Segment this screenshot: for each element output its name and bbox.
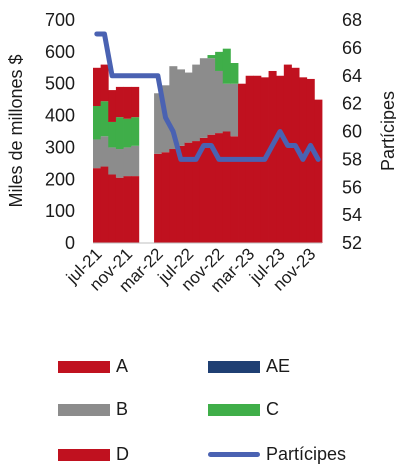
bar-a-jul-21 bbox=[93, 168, 102, 243]
legend-label-d: D bbox=[116, 444, 129, 464]
bar-b-jun-22 bbox=[176, 69, 185, 146]
bar-b-ene-23 bbox=[230, 83, 239, 137]
y-right-tick-label: 68 bbox=[342, 10, 362, 30]
y-left-tick-label: 0 bbox=[65, 233, 75, 253]
bar-a-dic-22 bbox=[222, 131, 231, 243]
bar-b-sep-21 bbox=[108, 147, 117, 175]
bar-b-dic-22 bbox=[222, 83, 231, 132]
bar-b-oct-22 bbox=[207, 58, 216, 135]
bar-d-nov-21 bbox=[123, 86, 132, 119]
legend-item-a: A bbox=[58, 356, 128, 377]
legend-item-participes: Partícipes bbox=[208, 444, 346, 465]
bar-a-ago-23 bbox=[283, 64, 292, 243]
legend-swatch-d bbox=[58, 448, 110, 461]
bar-a-ago-21 bbox=[100, 166, 109, 243]
bar-a-abr-22 bbox=[161, 152, 170, 243]
bar-d-oct-21 bbox=[115, 86, 124, 118]
bar-b-nov-22 bbox=[215, 70, 224, 134]
y-left-axis-title: Miles de millones $ bbox=[6, 54, 26, 207]
participes-line bbox=[94, 31, 321, 162]
legend-swatch-b bbox=[58, 403, 110, 416]
y-right-tick-label: 56 bbox=[342, 177, 362, 197]
y-right-tick-label: 64 bbox=[342, 66, 362, 86]
legend-item-ae: AE bbox=[208, 356, 290, 377]
legend-label-a: A bbox=[116, 356, 129, 376]
y-left-tick-label: 400 bbox=[45, 106, 75, 126]
bar-a-jun-23 bbox=[268, 70, 277, 243]
bar-b-dic-21 bbox=[131, 145, 140, 177]
y-left-tick-label: 200 bbox=[45, 169, 75, 189]
bar-b-jul-21 bbox=[93, 139, 102, 169]
bar-b-ago-21 bbox=[100, 136, 109, 167]
bar-c-dic-21 bbox=[131, 117, 140, 146]
bar-c-ene-23 bbox=[230, 63, 239, 84]
bar-a-nov-21 bbox=[123, 176, 132, 243]
bar-c-nov-22 bbox=[215, 51, 224, 71]
y-right-tick-label: 58 bbox=[342, 149, 362, 169]
bar-a-jul-23 bbox=[276, 75, 285, 243]
bar-c-ago-21 bbox=[100, 101, 109, 137]
legend-swatch-ae bbox=[208, 360, 260, 373]
bar-a-sep-23 bbox=[291, 67, 300, 243]
bar-a-dic-21 bbox=[131, 176, 140, 243]
bar-b-oct-21 bbox=[115, 149, 124, 178]
bar-a-dic-23 bbox=[314, 99, 323, 243]
bar-a-feb-23 bbox=[238, 83, 247, 244]
bar-c-dic-22 bbox=[222, 48, 231, 84]
bar-a-nov-22 bbox=[215, 133, 224, 243]
bar-a-ago-22 bbox=[192, 141, 201, 243]
bar-d-sep-21 bbox=[108, 90, 117, 122]
y-right-tick-label: 66 bbox=[342, 38, 362, 58]
y-left-tick-label: 600 bbox=[45, 42, 75, 62]
bar-b-nov-21 bbox=[123, 147, 132, 177]
bar-a-mar-22 bbox=[154, 153, 163, 243]
bar-a-sep-21 bbox=[108, 174, 117, 243]
legend-swatch-a bbox=[58, 360, 110, 373]
y-right-tick-label: 60 bbox=[342, 122, 362, 142]
bar-a-ene-23 bbox=[230, 136, 239, 243]
bar-c-sep-21 bbox=[108, 121, 117, 148]
bar-b-mar-22 bbox=[154, 93, 163, 154]
legend: A AE B C D Partícipes bbox=[0, 330, 396, 468]
legend-item-c: C bbox=[208, 399, 279, 420]
chart: 0 100 200 300 400 500 600 700 52 54 56 58 60 62 64 66 68… bbox=[6, 10, 396, 296]
legend-swatch-participes bbox=[208, 452, 260, 457]
bar-b-sep-22 bbox=[199, 58, 208, 138]
y-right-tick-label: 52 bbox=[342, 233, 362, 253]
y-right-tick-label: 54 bbox=[342, 205, 362, 225]
legend-label-b: B bbox=[116, 399, 129, 419]
bar-a-sep-22 bbox=[199, 137, 208, 243]
bar-d-ago-21 bbox=[100, 64, 109, 102]
bar-b-ago-22 bbox=[192, 64, 201, 142]
bar-c-nov-21 bbox=[123, 118, 132, 148]
bar-b-jul-22 bbox=[184, 72, 193, 143]
y-left-tick-label: 300 bbox=[45, 137, 75, 157]
y-right-axis-title: Partícipes bbox=[378, 91, 396, 171]
legend-label-ae: AE bbox=[266, 356, 291, 376]
bar-a-oct-21 bbox=[115, 177, 124, 243]
bar-a-may-22 bbox=[169, 149, 178, 243]
y-left-tick-label: 700 bbox=[45, 10, 75, 30]
bar-b-may-22 bbox=[169, 66, 178, 150]
bar-d-jul-21 bbox=[93, 67, 102, 107]
bar-c-jul-21 bbox=[93, 106, 102, 140]
legend-item-b: B bbox=[58, 399, 128, 420]
bar-a-oct-22 bbox=[207, 134, 216, 243]
bar-a-jul-22 bbox=[184, 142, 193, 243]
bar-a-jun-22 bbox=[176, 145, 185, 243]
bar-a-nov-23 bbox=[306, 78, 315, 243]
y-left-tick-label: 500 bbox=[45, 74, 75, 94]
y-left-tick-label: 100 bbox=[45, 201, 75, 221]
bar-d-dic-21 bbox=[131, 86, 140, 118]
legend-label-c: C bbox=[266, 399, 279, 419]
legend-label-participes: Partícipes bbox=[266, 444, 347, 464]
legend-swatch-c bbox=[208, 403, 260, 416]
bar-c-oct-21 bbox=[115, 117, 124, 150]
y-right-tick-label: 62 bbox=[342, 94, 362, 114]
bar-c-oct-22 bbox=[207, 55, 216, 59]
legend-item-d: D bbox=[58, 444, 129, 465]
